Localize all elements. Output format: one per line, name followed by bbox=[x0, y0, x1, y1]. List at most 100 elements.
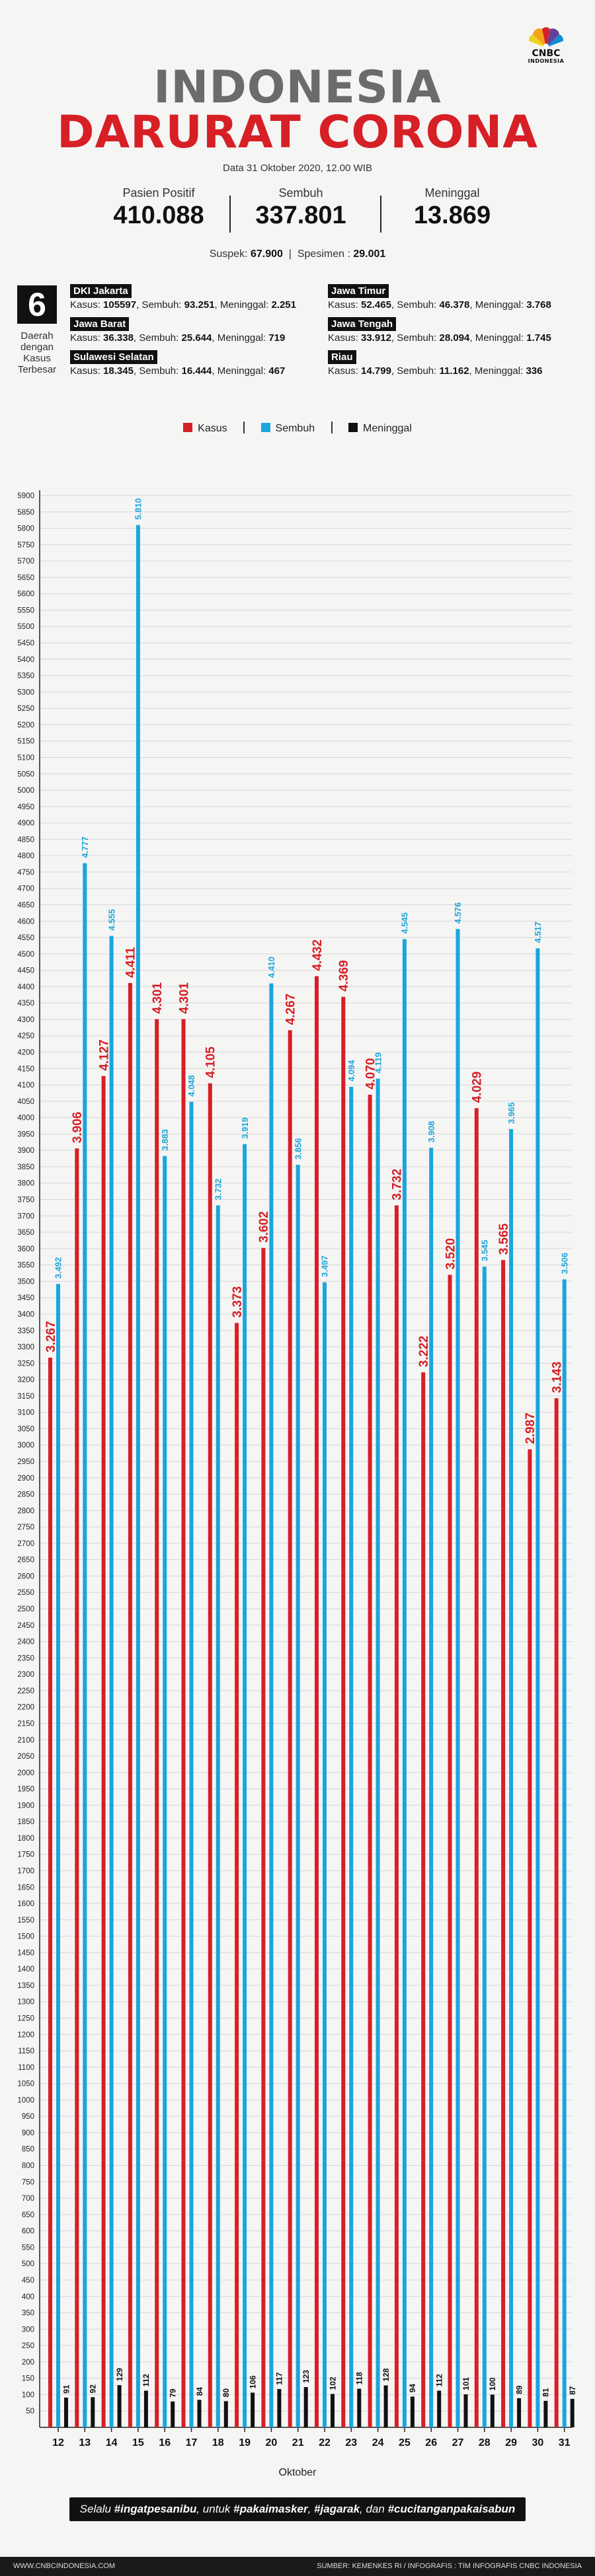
x-tick-label: 15 bbox=[132, 2437, 144, 2448]
bar-sembuh bbox=[136, 525, 140, 2427]
x-tick-label: 25 bbox=[399, 2437, 411, 2448]
bar-meninggal bbox=[91, 2397, 95, 2427]
y-tick-label: 850 bbox=[22, 2146, 34, 2154]
x-tick-label: 27 bbox=[452, 2437, 464, 2448]
spesimen-label: Spesimen : bbox=[297, 248, 350, 260]
region-item: Jawa Tengah Kasus: 33.912, Sembuh: 28.094… bbox=[328, 317, 595, 344]
peacock-icon bbox=[528, 27, 564, 49]
bar-sembuh bbox=[163, 1156, 167, 2427]
bar-meninggal bbox=[543, 2400, 548, 2427]
sembuh-label: Sembuh: bbox=[141, 299, 182, 311]
y-tick-label: 3400 bbox=[17, 1311, 34, 1319]
data-label-meninggal: 123 bbox=[301, 2370, 311, 2383]
y-tick-label: 4800 bbox=[17, 852, 34, 860]
title-line-2: DARURAT CORONA bbox=[57, 106, 538, 159]
y-tick-label: 3350 bbox=[17, 1327, 34, 1335]
meninggal-value: 719 bbox=[268, 332, 286, 344]
bar-sembuh bbox=[269, 983, 274, 2427]
stat-sembuh: Sembuh 337.801 bbox=[228, 186, 374, 230]
y-tick-label: 950 bbox=[22, 2113, 34, 2121]
y-tick-label: 2500 bbox=[17, 1605, 34, 1613]
y-tick-label: 550 bbox=[22, 2244, 34, 2252]
x-tick-label: 31 bbox=[559, 2437, 571, 2448]
data-label-meninggal: 91 bbox=[61, 2384, 71, 2394]
y-tick-label: 3800 bbox=[17, 1180, 34, 1188]
y-tick-label: 3950 bbox=[17, 1130, 34, 1138]
footer-source: SUMBER: KEMENKES RI / INFOGRAFIS : TIM I… bbox=[317, 2562, 582, 2570]
y-tick-label: 5700 bbox=[17, 558, 34, 566]
kasus-label: Kasus: bbox=[328, 332, 358, 344]
kasus-label: Kasus: bbox=[70, 365, 100, 377]
y-tick-label: 3850 bbox=[17, 1163, 34, 1171]
campaign-banner: Selalu #ingatpesanibu, untuk #pakaimaske… bbox=[69, 2497, 526, 2521]
data-label-sembuh: 3.919 bbox=[240, 1117, 250, 1139]
y-tick-label: 3650 bbox=[17, 1229, 34, 1237]
y-tick-label: 1250 bbox=[17, 2015, 34, 2023]
data-label-kasus: 3.520 bbox=[444, 1238, 457, 1270]
bar-sembuh bbox=[323, 1282, 327, 2427]
kasus-value: 105597 bbox=[103, 299, 137, 311]
bar-chart: 50 100 150 200 250 300 350 400 450 500 550 600 650 70… bbox=[17, 490, 577, 2448]
bar-kasus bbox=[528, 1449, 532, 2427]
legend-swatch bbox=[260, 423, 270, 432]
bar-kasus bbox=[474, 1108, 479, 2427]
meninggal-label: Meninggal: bbox=[219, 299, 269, 311]
data-label-sembuh: 3.506 bbox=[559, 1253, 569, 1274]
bar-kasus bbox=[394, 1205, 399, 2427]
bar-kasus bbox=[155, 1019, 159, 2427]
data-label-kasus: 4.267 bbox=[284, 994, 298, 1025]
data-label-sembuh: 3.883 bbox=[160, 1129, 170, 1151]
sembuh-label: Sembuh: bbox=[139, 365, 179, 377]
sembuh-label: Sembuh: bbox=[139, 332, 179, 344]
y-tick-label: 2900 bbox=[17, 1475, 34, 1483]
y-tick-label: 3150 bbox=[17, 1393, 34, 1401]
legend-swatch bbox=[348, 423, 358, 432]
data-label-sembuh: 4.576 bbox=[453, 902, 463, 924]
region-stats: Kasus: 105597, Sembuh: 93.251, Meninggal… bbox=[70, 299, 296, 311]
bar-kasus bbox=[421, 1372, 426, 2427]
y-tick-label: 200 bbox=[22, 2359, 34, 2367]
y-tick-label: 1200 bbox=[17, 2031, 34, 2039]
bar-meninggal bbox=[197, 2400, 202, 2427]
bar-sembuh bbox=[83, 863, 87, 2427]
banner-text: Selalu bbox=[79, 2503, 114, 2515]
y-tick-label: 1650 bbox=[17, 1884, 34, 1892]
y-tick-label: 3750 bbox=[17, 1196, 34, 1204]
y-tick-label: 3700 bbox=[17, 1212, 34, 1220]
y-tick-label: 4300 bbox=[17, 1016, 34, 1024]
y-tick-label: 2300 bbox=[17, 1671, 34, 1679]
y-tick-label: 5600 bbox=[17, 591, 34, 599]
data-label-meninggal: 92 bbox=[89, 2384, 98, 2394]
data-label-kasus: 2.987 bbox=[524, 1413, 537, 1444]
x-tick-label: 29 bbox=[505, 2437, 517, 2448]
data-label-meninggal: 84 bbox=[195, 2387, 204, 2396]
bar-kasus bbox=[181, 1019, 186, 2427]
y-tick-label: 5150 bbox=[17, 738, 34, 746]
region-name: Jawa Timur bbox=[328, 284, 389, 298]
stat-value: 337.801 bbox=[255, 202, 346, 229]
y-tick-label: 3500 bbox=[17, 1278, 34, 1286]
data-label-kasus: 4.127 bbox=[97, 1039, 111, 1071]
y-tick-label: 3300 bbox=[17, 1344, 34, 1352]
kasus-value: 52.465 bbox=[361, 299, 391, 311]
y-tick-label: 4850 bbox=[17, 836, 34, 844]
legend-divider bbox=[243, 422, 245, 433]
y-tick-label: 2650 bbox=[17, 1557, 34, 1564]
y-tick-label: 2250 bbox=[17, 1687, 34, 1695]
data-label-meninggal: 102 bbox=[328, 2376, 337, 2390]
y-tick-label: 3250 bbox=[17, 1360, 34, 1368]
y-tick-label: 350 bbox=[22, 2310, 34, 2318]
y-tick-label: 5800 bbox=[17, 525, 34, 533]
bar-kasus bbox=[208, 1083, 212, 2427]
y-tick-label: 4400 bbox=[17, 983, 34, 991]
y-tick-label: 1350 bbox=[17, 1982, 34, 1990]
y-tick-label: 4900 bbox=[17, 820, 34, 828]
sembuh-value: 25.644 bbox=[181, 332, 212, 344]
data-label-meninggal: 112 bbox=[435, 2374, 444, 2387]
y-tick-label: 2850 bbox=[17, 1491, 34, 1499]
meninggal-label: Meninggal: bbox=[217, 332, 266, 344]
y-tick-label: 5900 bbox=[17, 492, 34, 500]
y-tick-label: 5100 bbox=[17, 754, 34, 762]
data-label-meninggal: 79 bbox=[169, 2388, 178, 2398]
y-tick-label: 1450 bbox=[17, 1949, 34, 1957]
